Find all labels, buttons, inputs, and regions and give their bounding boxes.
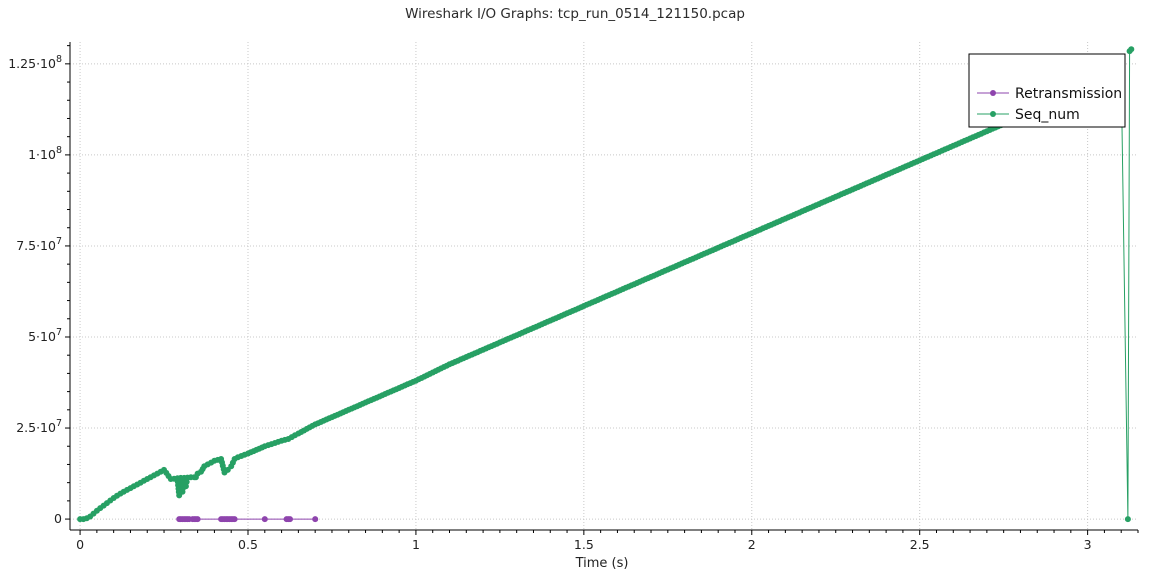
y-tick-label-0: 0	[54, 511, 62, 526]
x-tick-label-5: 2.5	[910, 537, 930, 552]
y-tick-label-5: 1.25·108	[8, 54, 62, 71]
x-tick-label-4: 2	[748, 537, 756, 552]
data-point-retransmission	[194, 516, 201, 523]
y-tick-label-4: 1·108	[28, 145, 62, 162]
y-tick-label-3: 7.5·107	[16, 236, 62, 253]
x-tick-label-1: 0.5	[238, 537, 258, 552]
x-tick-label-0: 0	[76, 537, 84, 552]
series-retransmission	[176, 516, 319, 523]
x-tick-label-6: 3	[1084, 537, 1092, 552]
data-point-retransmission	[231, 516, 238, 523]
axes: 0 0.5 1 1.5 2 2.5 3 0 2.5·107 5·107 7.5·107 1·108 1.…	[8, 42, 1139, 552]
grid-lines	[70, 42, 1138, 530]
data-point-seq-num	[1128, 46, 1135, 53]
series-layer	[77, 46, 1135, 523]
legend-retransmission-marker	[990, 90, 996, 96]
x-tick-label-3: 1.5	[574, 537, 594, 552]
data-point-seq-num	[1124, 516, 1131, 523]
y-tick-label-1: 2.5·107	[16, 418, 62, 435]
legend-seq-num-marker	[990, 111, 996, 117]
chart-title: Wireshark I/O Graphs: tcp_run_0514_12115…	[405, 6, 745, 22]
series-seq-num	[77, 46, 1135, 523]
x-axis-label: Time (s)	[575, 556, 629, 571]
data-point-retransmission	[287, 516, 293, 523]
legend-retransmission-label: Retransmission	[1015, 86, 1122, 102]
data-point-retransmission	[261, 516, 268, 523]
legend-seq-num-label: Seq_num	[1015, 107, 1080, 123]
data-point-retransmission	[312, 516, 319, 523]
x-tick-label-2: 1	[412, 537, 420, 552]
legend: Retransmission Seq_num	[968, 53, 1126, 128]
y-tick-label-2: 5·107	[28, 327, 62, 344]
